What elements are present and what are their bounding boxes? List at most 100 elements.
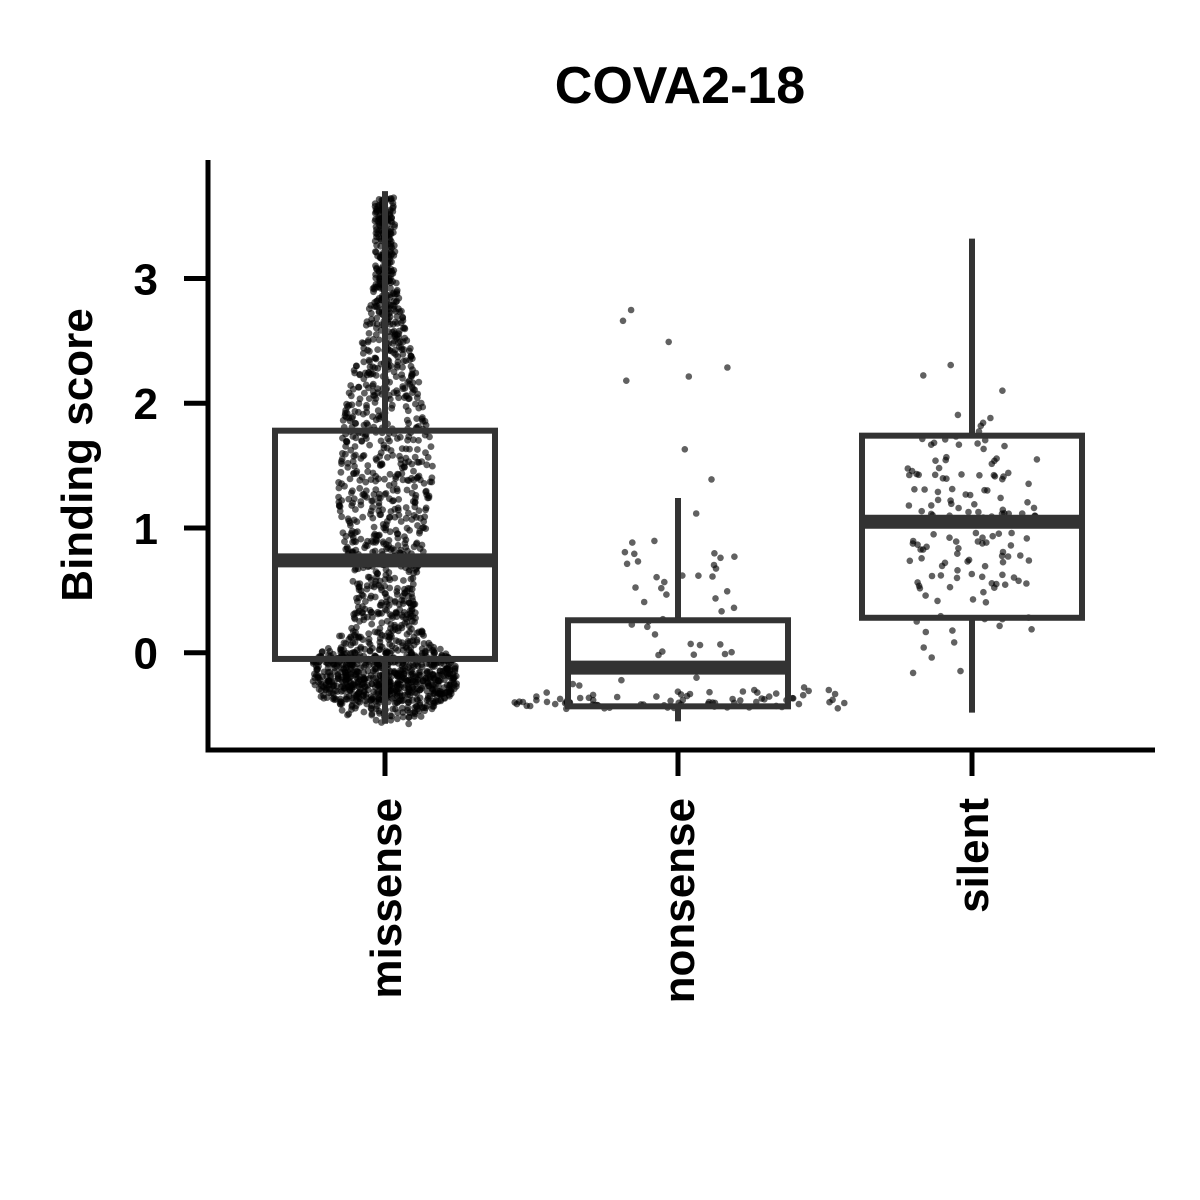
data-point — [1025, 480, 1032, 488]
data-point — [395, 343, 403, 350]
box-missense — [272, 191, 498, 724]
data-point — [416, 701, 424, 709]
data-point — [406, 662, 413, 669]
data-point — [394, 435, 401, 442]
data-point — [403, 337, 411, 344]
data-point — [1030, 504, 1038, 512]
data-point — [394, 504, 402, 512]
data-point — [409, 379, 417, 387]
data-point — [355, 683, 363, 691]
data-point — [337, 698, 345, 706]
data-point — [674, 688, 682, 695]
data-point — [1028, 626, 1035, 633]
data-point — [361, 389, 368, 397]
data-point — [374, 570, 381, 577]
data-point — [950, 639, 958, 646]
data-point — [724, 364, 731, 371]
data-point — [913, 470, 920, 478]
data-point — [685, 373, 693, 380]
data-point — [708, 476, 715, 483]
data-point — [351, 462, 358, 470]
data-point — [968, 570, 976, 578]
data-point — [341, 412, 349, 420]
data-point — [402, 536, 410, 544]
data-point — [395, 394, 402, 402]
data-point — [372, 331, 380, 338]
data-point — [386, 528, 394, 536]
data-point — [923, 543, 930, 551]
data-point — [360, 708, 368, 716]
data-point — [1015, 577, 1022, 585]
data-point — [943, 475, 950, 483]
data-point — [653, 573, 660, 581]
data-point — [406, 607, 414, 615]
data-point — [402, 514, 410, 522]
data-point — [374, 629, 381, 636]
data-point — [391, 221, 399, 229]
data-point — [413, 568, 421, 576]
data-point — [361, 676, 368, 684]
data-point — [357, 633, 364, 641]
data-point — [394, 647, 402, 654]
data-point — [364, 421, 372, 429]
data-point — [393, 387, 400, 395]
data-point — [424, 454, 432, 461]
data-point — [344, 515, 352, 523]
box-silent — [859, 238, 1085, 713]
data-point — [799, 691, 807, 699]
y-tick-label: 3 — [134, 255, 158, 304]
data-point — [619, 317, 627, 325]
data-point — [428, 705, 436, 713]
data-point — [405, 477, 413, 484]
data-point — [408, 670, 416, 678]
data-point — [394, 584, 401, 592]
data-point — [355, 689, 362, 697]
data-point — [928, 572, 936, 580]
data-point — [372, 486, 380, 493]
data-point — [941, 559, 949, 567]
data-point — [927, 441, 935, 449]
data-point — [952, 538, 960, 545]
data-point — [367, 309, 375, 317]
data-point — [385, 569, 393, 576]
data-point — [333, 662, 341, 670]
data-point — [920, 372, 927, 379]
data-point — [393, 286, 401, 294]
data-point — [997, 494, 1004, 502]
data-point — [377, 601, 385, 609]
data-point — [423, 696, 431, 704]
data-point — [420, 518, 428, 525]
data-point — [420, 480, 428, 487]
data-point — [932, 457, 939, 465]
data-point — [363, 700, 371, 708]
data-point — [655, 651, 662, 659]
data-point — [964, 558, 971, 565]
data-point — [436, 645, 444, 653]
data-point — [976, 472, 983, 479]
data-point — [394, 361, 401, 369]
data-point — [342, 443, 349, 450]
data-point — [353, 468, 361, 475]
data-point — [428, 647, 436, 654]
data-point — [377, 584, 385, 591]
data-point — [349, 548, 357, 555]
data-point — [1004, 553, 1012, 560]
data-point — [336, 646, 344, 653]
data-point — [360, 613, 368, 621]
data-point — [343, 400, 350, 408]
data-point — [372, 208, 380, 216]
data-point — [800, 684, 808, 691]
data-point — [416, 527, 424, 535]
data-point — [972, 529, 980, 537]
data-point — [696, 641, 704, 649]
data-point — [911, 486, 918, 493]
data-point — [730, 604, 738, 612]
data-point — [408, 683, 416, 691]
data-point — [326, 647, 334, 655]
data-point — [369, 336, 377, 343]
data-point — [920, 644, 927, 651]
data-point — [426, 668, 434, 676]
data-point — [365, 630, 373, 637]
data-point — [341, 538, 348, 545]
data-point — [394, 542, 402, 549]
